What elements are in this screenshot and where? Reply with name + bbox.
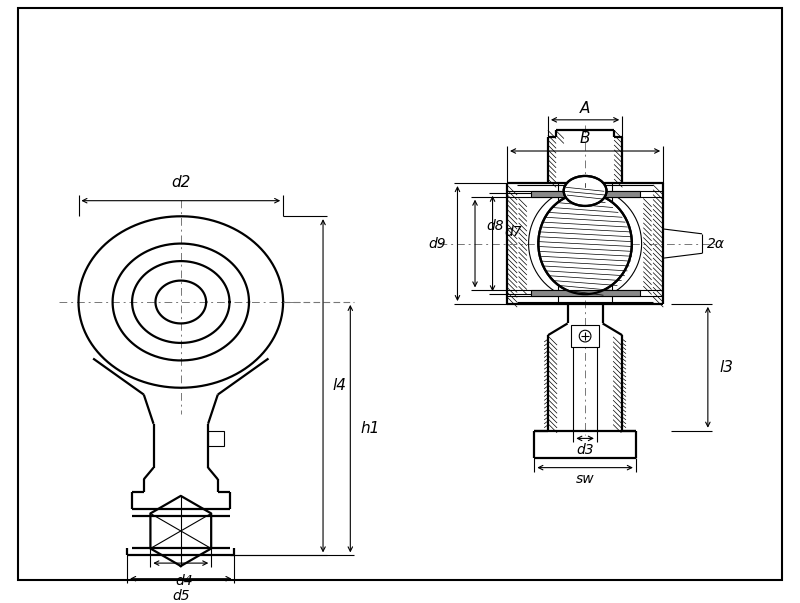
Text: A: A	[580, 101, 590, 116]
Text: d2: d2	[171, 175, 190, 190]
Text: h1: h1	[360, 421, 379, 436]
Ellipse shape	[564, 176, 606, 206]
Bar	[208, 431, 224, 446]
Text: d8: d8	[486, 219, 504, 233]
Text: d7: d7	[504, 225, 522, 239]
Text: d9: d9	[428, 236, 446, 251]
Text: l3: l3	[719, 360, 734, 375]
Text: sw: sw	[576, 472, 594, 487]
Bar	[530, 191, 640, 197]
Text: 2α: 2α	[707, 236, 725, 251]
Text: l4: l4	[333, 378, 346, 393]
Bar	[530, 290, 640, 296]
Text: d4: d4	[175, 574, 193, 588]
Bar	[571, 326, 598, 347]
Text: B: B	[580, 131, 590, 146]
Ellipse shape	[538, 193, 632, 294]
Text: d3: d3	[576, 443, 594, 457]
Text: d5: d5	[172, 589, 190, 603]
